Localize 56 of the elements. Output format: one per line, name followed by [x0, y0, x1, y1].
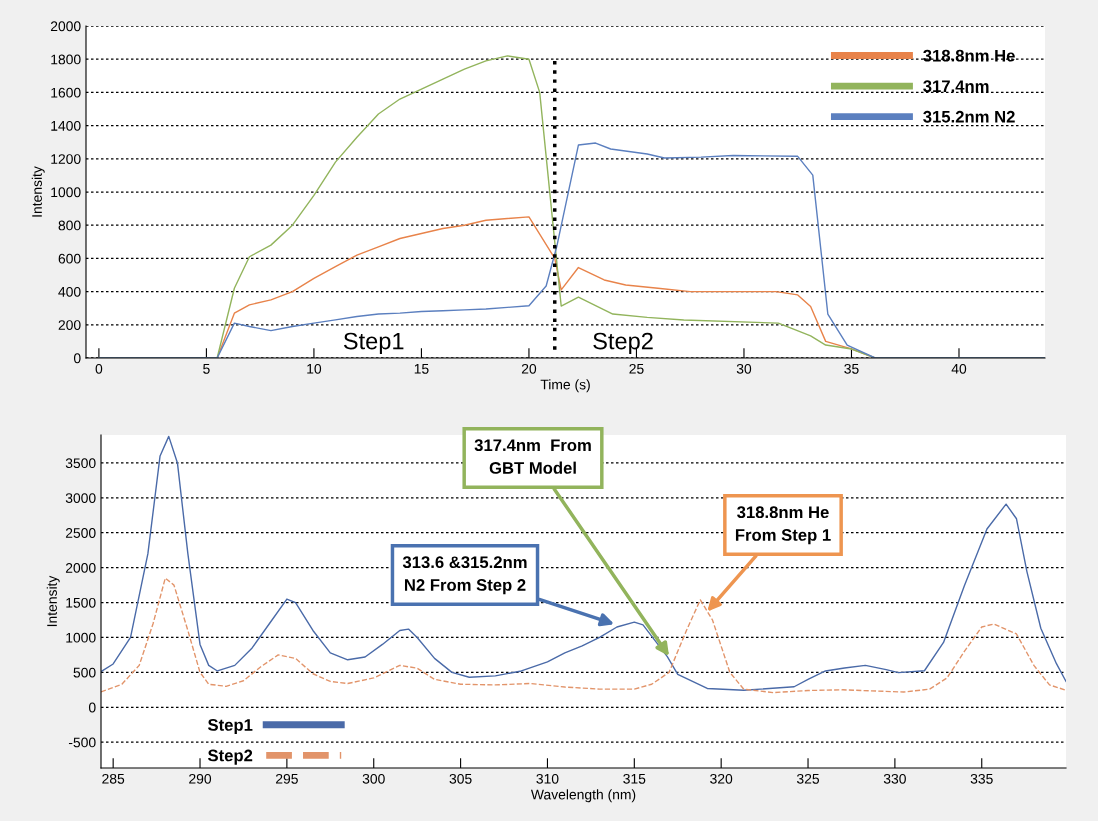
x-tick-label: 315 [623, 773, 646, 784]
y-tick-label: 1600 [51, 87, 81, 98]
x-tick-label: 40 [951, 363, 967, 374]
x-tick-label: 15 [414, 364, 429, 374]
legend-label: Step1 [207, 719, 253, 735]
x-axis-title: Time (s) [540, 379, 590, 393]
annotation: 317.4nm From GBT Model [474, 439, 591, 474]
y-tick-label: 0 [88, 702, 96, 713]
annotation: Step2 [593, 332, 653, 355]
y-tick-label: 3000 [65, 493, 96, 503]
legend-label: 315.2nm N2 [923, 110, 1015, 123]
y-tick-label: 2000 [50, 21, 81, 32]
x-tick-label: 25 [629, 363, 644, 374]
y-axis-title: Intensity [46, 575, 60, 627]
x-tick-label: 5 [203, 364, 210, 374]
x-tick-label: 285 [102, 773, 125, 784]
y-tick-label: 1000 [51, 187, 81, 198]
y-tick-label: 1800 [51, 54, 81, 65]
x-tick-label: 10 [307, 363, 322, 374]
x-tick-label: 335 [970, 773, 993, 784]
x-tick-label: 290 [189, 773, 212, 784]
x-tick-label: 0 [95, 363, 103, 374]
x-tick-label: 320 [710, 773, 733, 784]
y-tick-label: 1000 [66, 632, 96, 643]
x-tick-label: 330 [883, 773, 906, 784]
y-tick-label: -500 [68, 737, 96, 748]
y-tick-label: 2500 [65, 528, 96, 538]
y-tick-label: 1500 [66, 597, 96, 608]
line-series [101, 435, 1066, 691]
x-tick-label: 30 [736, 363, 752, 374]
y-axis-title: Intensity [31, 166, 45, 217]
annotation: Step1 [343, 332, 404, 355]
x-tick-label: 35 [844, 363, 859, 374]
legend-label: Step2 [207, 749, 253, 765]
legend-label: 318.8nm He [923, 49, 1015, 62]
y-tick-label: 0 [73, 353, 81, 364]
annotation: 318.8nm He From Step 1 [735, 506, 831, 545]
x-tick-label: 305 [449, 773, 472, 784]
annotation: 313.6 &315.2nm N2 From Step 2 [402, 556, 527, 595]
x-tick-label: 325 [796, 773, 820, 784]
x-axis-title: Wavelength (nm) [530, 789, 636, 803]
x-tick-label: 310 [536, 773, 559, 784]
y-tick-label: 3500 [65, 458, 96, 469]
y-tick-label: 1400 [51, 120, 81, 131]
y-tick-label: 400 [58, 286, 81, 297]
x-tick-label: 20 [521, 363, 537, 374]
y-tick-label: 1200 [51, 154, 81, 164]
y-tick-label: 200 [58, 320, 81, 330]
y-tick-label: 600 [58, 253, 81, 264]
x-tick-label: 300 [362, 773, 385, 784]
y-tick-label: 800 [58, 220, 81, 231]
y-tick-label: 2000 [65, 562, 96, 573]
x-tick-label: 295 [275, 773, 298, 784]
line-series [101, 577, 1066, 694]
legend-label: 317.4nm [923, 80, 989, 93]
y-tick-label: 500 [73, 667, 96, 678]
